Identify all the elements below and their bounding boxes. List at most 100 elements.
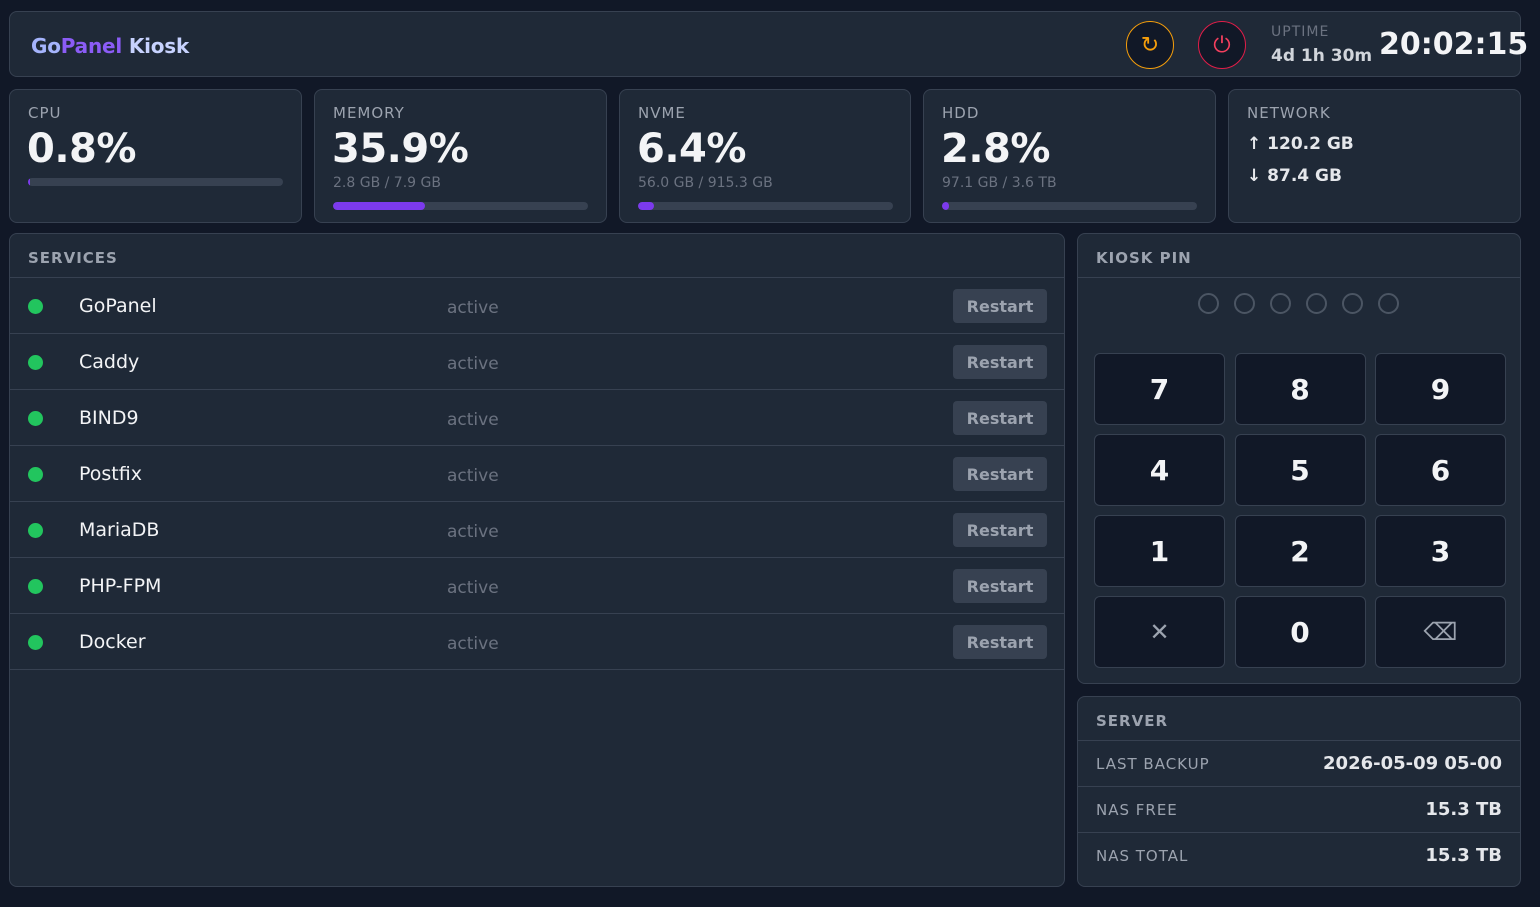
brand-logo: GoPanel Kiosk	[31, 34, 189, 58]
hdd-value: 2.8%	[941, 126, 1050, 172]
pin-dot	[1234, 293, 1255, 314]
server-row-value: 15.3 TB	[1425, 845, 1502, 866]
restart-service-button[interactable]: Restart	[953, 569, 1047, 603]
service-name: Caddy	[79, 351, 140, 373]
nvme-value: 6.4%	[637, 126, 746, 172]
key-3[interactable]: 3	[1375, 515, 1506, 587]
memory-progress-fill	[333, 202, 425, 210]
server-divider	[1078, 740, 1520, 741]
memory-label: MEMORY	[333, 104, 405, 122]
key-5[interactable]: 5	[1234, 434, 1366, 506]
clear-key[interactable]: ✕	[1094, 596, 1225, 668]
key-4[interactable]: 4	[1094, 434, 1225, 506]
uptime-label: UPTIME	[1271, 24, 1330, 40]
service-name: Docker	[79, 631, 146, 653]
kiosk-pin-divider	[1078, 277, 1520, 278]
service-name: Postfix	[79, 463, 142, 485]
restart-button[interactable]: ↻	[1126, 21, 1174, 69]
key-0[interactable]: 0	[1234, 596, 1366, 668]
power-button[interactable]: ⏻	[1198, 21, 1246, 69]
service-status: active	[447, 298, 499, 318]
restart-service-button[interactable]: Restart	[953, 289, 1047, 323]
server-row-nas-free: NAS FREE 15.3 TB	[1078, 787, 1520, 833]
key-6[interactable]: 6	[1375, 434, 1506, 506]
server-row-nas-total: NAS TOTAL 15.3 TB	[1078, 833, 1520, 879]
hdd-progress-fill	[942, 202, 950, 210]
backspace-key[interactable]: ⌫	[1375, 596, 1506, 668]
nvme-progress-fill	[638, 202, 655, 210]
kiosk-pin-panel: KIOSK PIN 7 8 9 4 5 6 1 2 3 ✕ 0 ⌫	[1077, 233, 1521, 684]
service-status: active	[447, 634, 499, 654]
restart-service-button[interactable]: Restart	[953, 513, 1047, 547]
pin-dot	[1198, 293, 1219, 314]
service-row-caddy: Caddy active Restart	[10, 334, 1064, 390]
server-panel: SERVER LAST BACKUP 2026-05-09 05-00 NAS FR…	[1077, 696, 1521, 887]
server-row-value: 2026-05-09 05-00	[1323, 753, 1502, 774]
hdd-usage-text: 97.1 GB / 3.6 TB	[942, 175, 1057, 191]
pin-dot	[1342, 293, 1363, 314]
services-title: SERVICES	[28, 249, 118, 267]
restart-service-button[interactable]: Restart	[953, 345, 1047, 379]
pin-dot	[1306, 293, 1327, 314]
brand-part-go: Go	[31, 34, 61, 58]
cpu-progress-fill	[28, 178, 31, 186]
server-title: SERVER	[1096, 712, 1169, 730]
network-download: ↓ 87.4 GB	[1247, 166, 1342, 186]
service-row-php-fpm: PHP-FPM active Restart	[10, 558, 1064, 614]
nvme-usage-text: 56.0 GB / 915.3 GB	[638, 175, 773, 191]
brand-part-panel: Panel	[60, 34, 123, 58]
nvme-card: NVME 6.4% 56.0 GB / 915.3 GB	[619, 89, 911, 223]
memory-usage-text: 2.8 GB / 7.9 GB	[333, 175, 441, 191]
header-bar: GoPanel Kiosk ↻ ⏻ UPTIME 4d 1h 30m 20:02…	[9, 11, 1528, 77]
status-dot-icon	[28, 635, 43, 650]
key-1[interactable]: 1	[1094, 515, 1225, 587]
service-status: active	[447, 354, 499, 374]
refresh-icon: ↻	[1140, 32, 1160, 58]
server-row-label: LAST BACKUP	[1096, 755, 1210, 773]
network-upload: ↑ 120.2 GB	[1247, 134, 1354, 154]
network-label: NETWORK	[1247, 104, 1331, 122]
service-status: active	[447, 466, 499, 486]
brand-part-kiosk: Kiosk	[128, 34, 190, 58]
service-name: GoPanel	[79, 295, 157, 317]
service-status: active	[447, 578, 499, 598]
restart-service-button[interactable]: Restart	[953, 625, 1047, 659]
cpu-progress-bar	[28, 178, 283, 186]
key-2[interactable]: 2	[1234, 515, 1366, 587]
hdd-card: HDD 2.8% 97.1 GB / 3.6 TB	[923, 89, 1216, 223]
server-row-label: NAS FREE	[1096, 801, 1178, 819]
restart-service-button[interactable]: Restart	[953, 401, 1047, 435]
service-row-gopanel: GoPanel active Restart	[10, 278, 1064, 334]
service-row-postfix: Postfix active Restart	[10, 446, 1064, 502]
services-divider	[10, 277, 1064, 278]
server-row-value: 15.3 TB	[1425, 799, 1502, 820]
service-name: BIND9	[79, 407, 139, 429]
power-icon: ⏻	[1213, 32, 1231, 58]
service-status: active	[447, 522, 499, 542]
cpu-value: 0.8%	[27, 126, 136, 172]
memory-value: 35.9%	[332, 126, 469, 172]
memory-progress-bar	[333, 202, 588, 210]
memory-card: MEMORY 35.9% 2.8 GB / 7.9 GB	[314, 89, 607, 223]
service-row-mariadb: MariaDB active Restart	[10, 502, 1064, 558]
key-8[interactable]: 8	[1234, 353, 1366, 425]
pin-indicator	[1198, 293, 1399, 314]
server-row-label: NAS TOTAL	[1096, 847, 1189, 865]
nvme-progress-bar	[638, 202, 893, 210]
status-dot-icon	[28, 579, 43, 594]
status-dot-icon	[28, 299, 43, 314]
cpu-label: CPU	[28, 104, 62, 122]
hdd-label: HDD	[942, 104, 980, 122]
clock: 20:02:15	[1379, 27, 1529, 62]
status-dot-icon	[28, 355, 43, 370]
key-9[interactable]: 9	[1375, 353, 1506, 425]
service-name: PHP-FPM	[79, 575, 162, 597]
service-status: active	[447, 410, 499, 430]
hdd-progress-bar	[942, 202, 1197, 210]
cpu-card: CPU 0.8%	[9, 89, 302, 223]
restart-service-button[interactable]: Restart	[953, 457, 1047, 491]
service-row-docker: Docker active Restart	[10, 614, 1064, 670]
status-dot-icon	[28, 467, 43, 482]
key-7[interactable]: 7	[1094, 353, 1225, 425]
services-panel: SERVICES GoPanel active Restart Caddy active…	[9, 233, 1065, 887]
